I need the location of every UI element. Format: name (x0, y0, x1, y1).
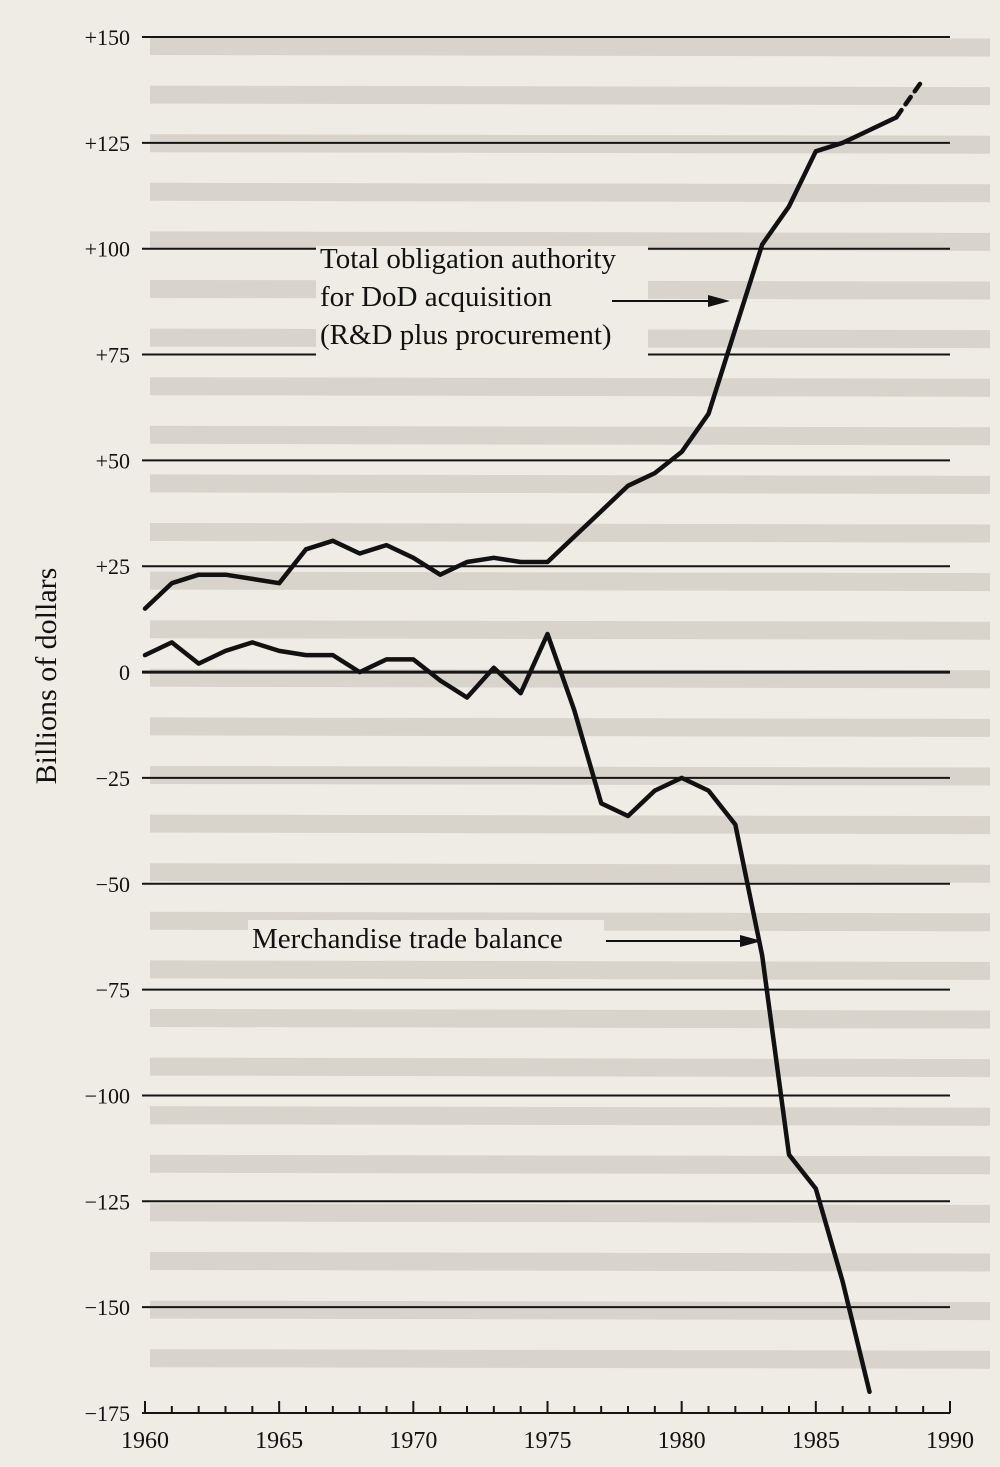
y-tick-label-bg (106, 236, 142, 261)
bleed-through-line (149, 1252, 991, 1272)
bleed-through-line (149, 474, 991, 494)
y-tick-label: 0 (119, 660, 130, 685)
y-tick-label: +150 (85, 25, 130, 50)
bleed-through-line (149, 571, 991, 592)
series-projection-dod (894, 77, 926, 120)
y-tick-label: −50 (96, 872, 130, 897)
y-tick-label-bg (106, 554, 142, 579)
bleed-through-line (149, 1154, 991, 1175)
annotation-dod-line: Total obligation authority (320, 243, 616, 275)
x-tick-label: 1985 (792, 1428, 840, 1454)
y-tick-label: −150 (85, 1295, 130, 1320)
bleed-through-line (149, 1106, 991, 1126)
bleed-through-line (149, 814, 991, 835)
y-tick-label-bg (106, 977, 142, 1002)
bleed-through-line (149, 1349, 991, 1369)
y-tick-label: +75 (96, 343, 130, 368)
bleed-through-line (149, 717, 991, 737)
annotation-trade-line: Merchandise trade balance (252, 923, 563, 955)
y-tick-label-bg (106, 1189, 142, 1214)
x-tick-label: 1965 (255, 1428, 303, 1454)
axes (139, 1401, 951, 1414)
bleed-through-text-texture (149, 37, 991, 1369)
y-tick-label: +25 (96, 554, 130, 579)
bleed-through-line (149, 231, 991, 251)
annotation-dod-line: (R&D plus procurement) (320, 319, 612, 351)
y-tick-label-bg (106, 1083, 142, 1108)
bleed-through-line (149, 1300, 991, 1321)
x-tick-label: 1960 (121, 1428, 169, 1454)
y-tick-label-bg (106, 25, 142, 49)
bleed-through-line (149, 620, 991, 640)
bleed-through-line (149, 766, 991, 786)
y-tick-label-bg (106, 871, 142, 896)
arrow-head (740, 935, 762, 947)
bleed-through-line (149, 85, 991, 106)
y-tick-label: −25 (96, 766, 130, 791)
y-axis-title: Billions of dollars (30, 568, 63, 785)
annotation-label-bg (316, 246, 648, 356)
bleed-through-line (149, 377, 991, 397)
bleed-through-line (149, 182, 991, 203)
annotations: Total obligation authority for DoD acquis… (248, 243, 762, 958)
x-tick-label: 1980 (658, 1428, 706, 1454)
x-tick-labels: 1960 1965 1970 1975 1980 1985 1990 (121, 1428, 974, 1454)
bleed-through-line (149, 425, 991, 446)
y-tick-label: +100 (85, 237, 130, 262)
bleed-through-line (149, 1057, 991, 1078)
y-tick-label-bg (106, 1295, 142, 1320)
y-tick-label: −100 (85, 1083, 130, 1108)
y-tick-label: −75 (96, 978, 130, 1003)
x-tick-label: 1990 (926, 1428, 974, 1454)
y-tick-label-bg (106, 660, 142, 685)
y-tick-labels: +150 +125 +100 +75 +50 +25 0 −25 −50 −75 −100 −125 −… (85, 25, 142, 1426)
y-tick-label: −125 (85, 1189, 130, 1214)
bleed-through-line (149, 523, 991, 543)
bleed-through-line (149, 1009, 991, 1029)
series-line-dod (142, 115, 899, 611)
y-tick-label-bg (106, 765, 142, 790)
bleed-through-line (149, 37, 991, 57)
annotation-label-bg (248, 920, 604, 958)
bleed-through-line (149, 1203, 991, 1223)
arrow-head (708, 295, 730, 307)
bleed-through-line (149, 668, 991, 689)
series-line-trade (142, 631, 872, 1395)
series-lines (142, 77, 926, 1395)
y-tick-label: +125 (85, 131, 130, 156)
x-tick-label: 1970 (389, 1428, 437, 1454)
x-tick-label: 1975 (524, 1428, 572, 1454)
bleed-through-line (149, 960, 991, 980)
bleed-through-line (149, 863, 991, 883)
y-tick-label-bg (106, 1401, 142, 1425)
y-tick-label-bg (106, 448, 142, 473)
y-tick-label: −175 (85, 1401, 130, 1426)
annotation-dod-line: for DoD acquisition (320, 281, 552, 313)
y-tick-label: +50 (96, 448, 130, 473)
y-tick-label-bg (106, 342, 142, 367)
y-tick-label-bg (106, 130, 142, 155)
